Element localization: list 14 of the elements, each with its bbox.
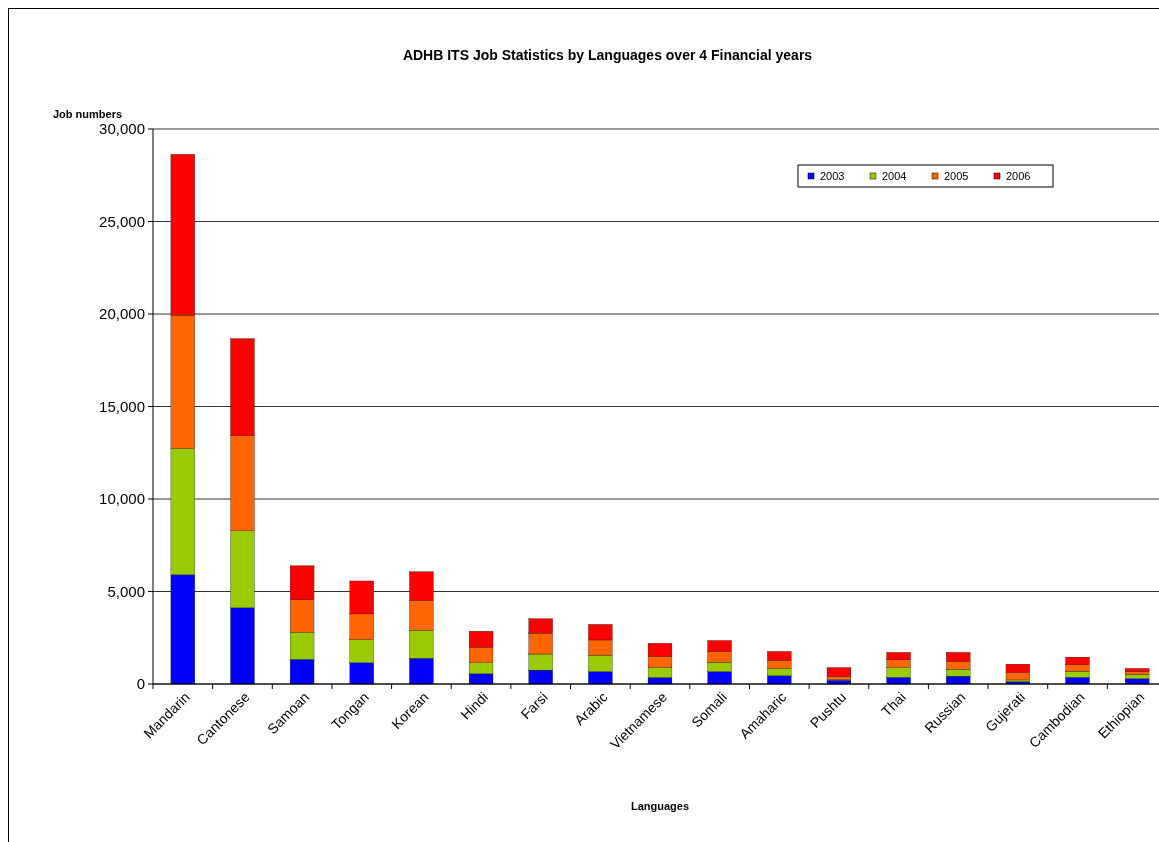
x-axis-title: Languages — [630, 800, 690, 812]
y-tick-label: 5,000 — [107, 582, 145, 600]
y-tick-label: 15,000 — [99, 397, 145, 415]
y-tick-label: 25,000 — [99, 212, 145, 230]
chart-title: ADHB ITS Job Statistics by Languages over 4 Financial years — [402, 47, 813, 63]
y-axis-title: Job numbers — [53, 108, 123, 120]
y-tick-label: 30,000 — [99, 120, 145, 138]
legend-label: 2005 — [944, 170, 969, 182]
legend-label: 2006 — [1006, 170, 1031, 182]
y-tick-label: 20,000 — [99, 305, 145, 323]
legend-label: 2003 — [820, 170, 845, 182]
legend-label: 2004 — [882, 170, 907, 182]
y-tick-label: 10,000 — [99, 490, 145, 508]
y-tick-label: 0 — [136, 675, 145, 693]
